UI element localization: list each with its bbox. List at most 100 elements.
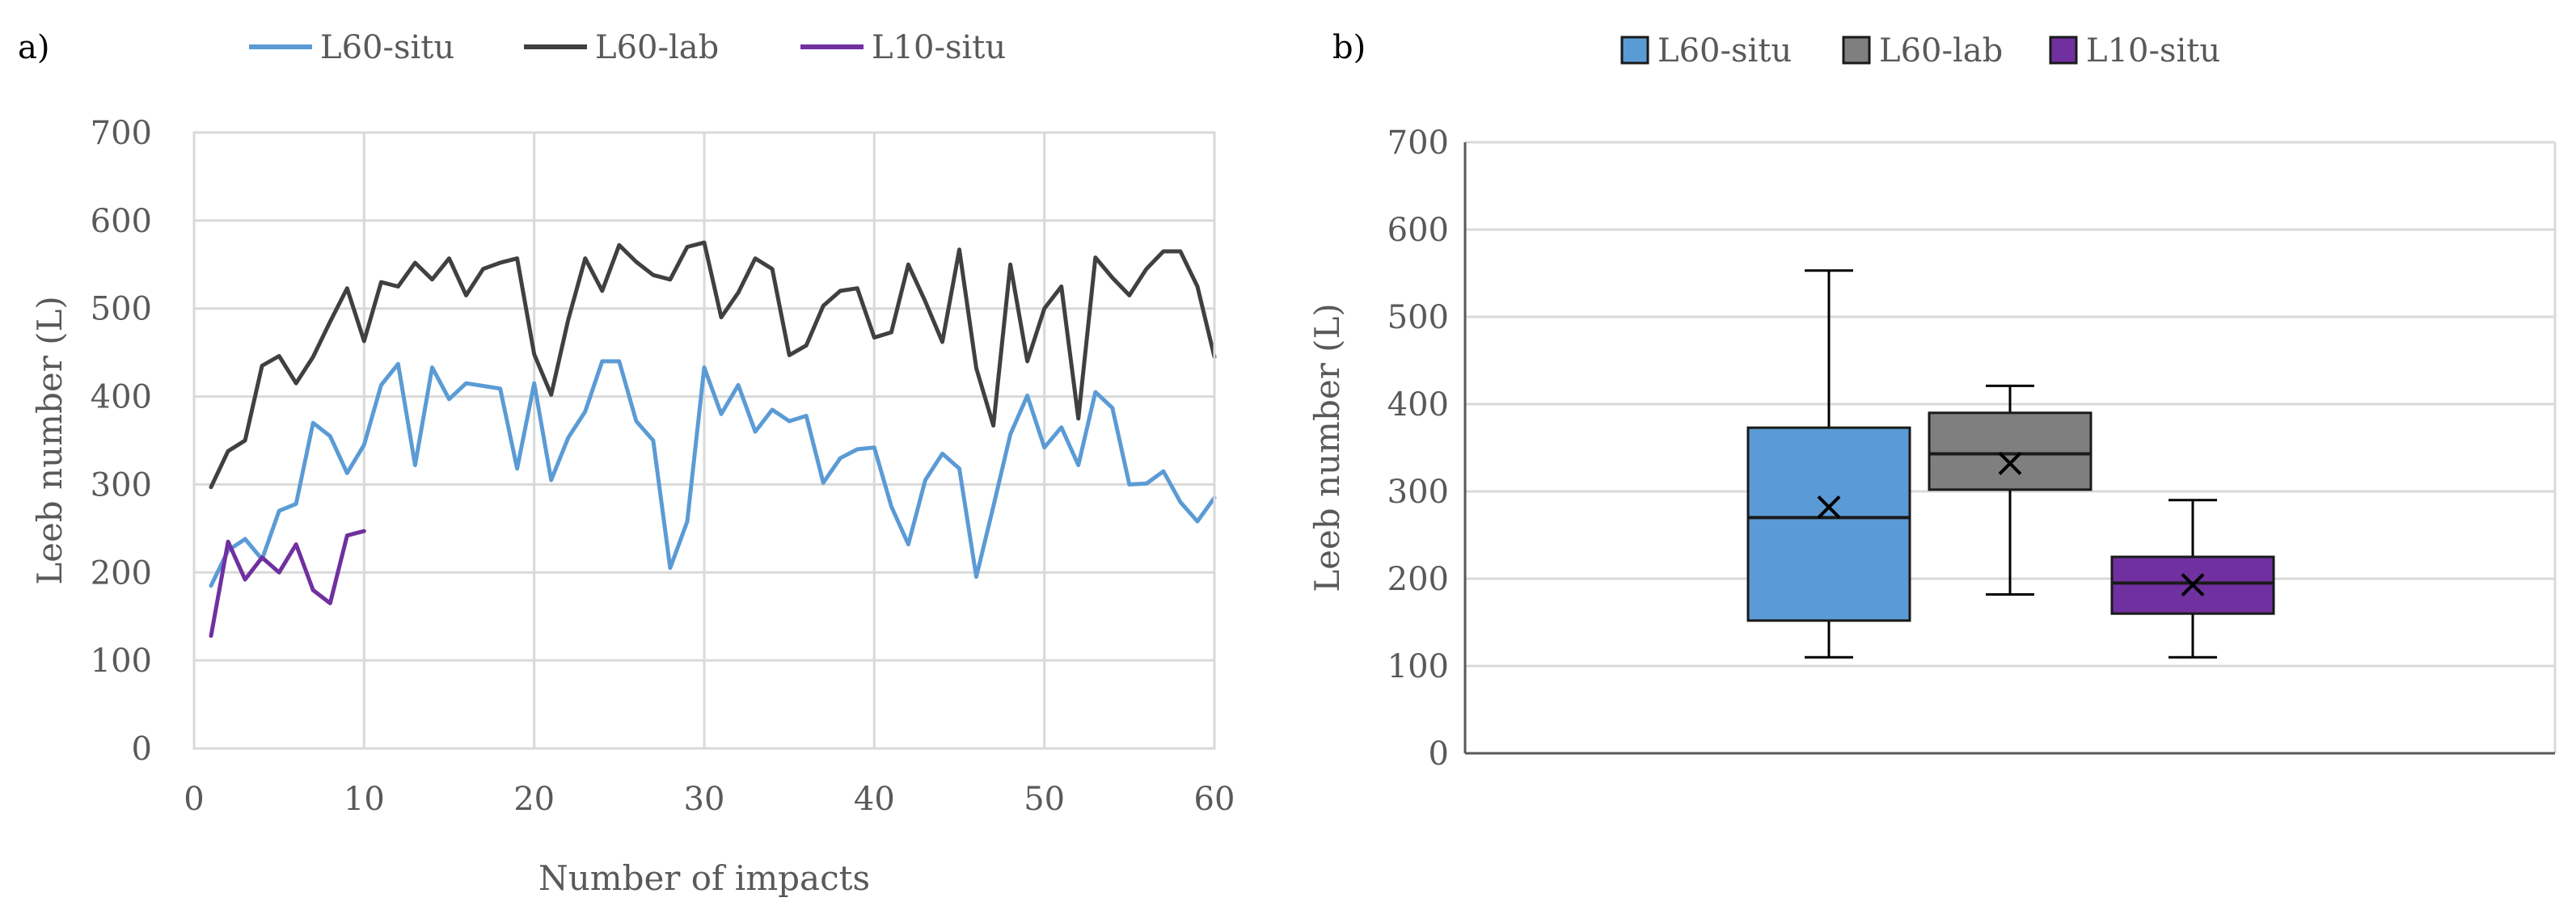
data-point-l60-lab <box>1059 284 1063 289</box>
data-point-l60-lab <box>872 335 876 339</box>
data-point-l60-situ <box>430 365 434 369</box>
box-chart-y-tick-label: 700 <box>1387 124 1449 162</box>
data-point-l60-lab <box>703 241 707 245</box>
data-point-l60-lab <box>379 280 383 284</box>
data-point-l60-lab <box>464 293 468 297</box>
box-l60-situ <box>1746 269 1911 659</box>
data-point-l60-situ <box>821 481 826 485</box>
data-point-l60-situ <box>991 504 995 508</box>
box-chart-y-axis-title: Leeb number (L) <box>1307 303 1347 592</box>
data-point-l60-situ <box>1161 470 1165 474</box>
line-chart-series <box>209 240 1217 639</box>
line-series-l10-situ <box>209 529 366 639</box>
line-chart-x-tick-label: 60 <box>1194 781 1235 818</box>
line-chart-x-tick-label: 40 <box>854 781 895 818</box>
data-point-l60-situ <box>872 445 876 449</box>
data-point-l60-lab <box>788 353 792 357</box>
line-chart-y-tick-label: 700 <box>91 115 152 152</box>
line-chart-plot-border <box>192 131 1216 750</box>
data-point-l60-lab <box>430 277 434 281</box>
data-point-l60-situ <box>1008 432 1012 436</box>
line-chart-y-axis-title: Leeb number (L) <box>30 296 70 585</box>
data-point-l60-lab <box>600 289 604 293</box>
data-point-l60-lab <box>396 284 400 289</box>
data-point-l60-situ <box>940 452 944 456</box>
box-iqr <box>2110 555 2275 615</box>
box-iqr <box>1928 411 2092 491</box>
box-chart-panel: b) L60-situ L60-lab L10-situ 0 100 200 300 400… <box>1307 29 2557 773</box>
data-point-l60-lab <box>838 289 842 293</box>
data-point-l60-lab <box>634 260 638 264</box>
data-point-l60-situ <box>294 502 298 506</box>
line-chart-x-axis-title: Number of impacts <box>538 858 870 898</box>
data-point-l60-situ <box>345 471 349 475</box>
data-point-l60-lab <box>549 393 553 397</box>
legend-item-l60-lab: L60-lab <box>524 29 719 66</box>
data-point-l60-situ <box>328 434 332 438</box>
box-chart-y-tick-label: 600 <box>1387 212 1449 249</box>
data-point-l60-situ <box>1059 425 1063 429</box>
box-l10-situ <box>2110 499 2275 659</box>
data-point-l60-situ <box>413 463 417 467</box>
line-chart-x-tick-label: 20 <box>513 781 555 818</box>
data-point-l60-lab <box>1008 263 1012 267</box>
legend-label-l60-lab: L60-lab <box>595 29 719 66</box>
box-chart-y-tick-label: 400 <box>1387 386 1449 424</box>
line-chart-x-tick-label: 10 <box>344 781 385 818</box>
data-point-l60-lab <box>940 340 944 344</box>
data-point-l60-situ <box>923 478 927 482</box>
data-point-l60-situ <box>838 456 842 460</box>
data-point-l60-situ <box>447 397 451 401</box>
panel-b-label: b) <box>1332 29 1366 66</box>
box-l60-lab <box>1928 384 2092 596</box>
line-chart-x-tick-label: 0 <box>184 781 204 818</box>
legend-label-l10-situ: L10-situ <box>872 29 1006 66</box>
data-point-l10-situ <box>345 533 349 537</box>
legend-item-l10-situ: L10-situ <box>2049 32 2220 70</box>
data-point-l60-lab <box>720 315 724 319</box>
data-point-l60-situ <box>754 430 758 434</box>
line-chart-y-tick-label: 100 <box>91 643 152 680</box>
line-chart-legend: L60-situ L60-lab L10-situ <box>249 29 1006 66</box>
data-point-l60-lab <box>311 355 315 359</box>
box-chart-legend: L60-situ L60-lab L10-situ <box>1620 32 2220 70</box>
data-point-l10-situ <box>311 588 315 592</box>
box-chart-y-tick-label: 300 <box>1387 474 1449 511</box>
data-point-l10-situ <box>328 601 332 605</box>
data-point-l60-situ <box>498 386 502 390</box>
data-point-l60-situ <box>515 466 519 470</box>
data-point-l60-situ <box>1195 520 1199 524</box>
data-point-l60-lab <box>685 245 689 249</box>
data-point-l60-lab <box>991 424 995 428</box>
legend-label-l60-situ: L60-situ <box>1658 32 1792 70</box>
data-point-l60-lab <box>481 267 485 271</box>
data-point-l60-situ <box>1144 482 1148 486</box>
data-point-l60-lab <box>1042 306 1046 310</box>
line-chart-y-tick-label: 500 <box>91 291 152 328</box>
data-point-l60-situ <box>685 520 689 524</box>
data-point-l10-situ <box>243 577 247 581</box>
data-point-l60-lab <box>566 318 570 322</box>
data-point-l60-lab <box>889 331 893 335</box>
data-point-l60-lab <box>855 286 859 290</box>
data-point-l60-situ <box>396 362 400 366</box>
data-point-l60-lab <box>1110 276 1114 280</box>
data-point-l60-lab <box>209 485 213 489</box>
box-chart-y-tick-label: 500 <box>1387 299 1449 336</box>
data-point-l60-lab <box>413 261 417 265</box>
line-chart-y-tick-label: 300 <box>91 466 152 504</box>
data-point-l60-lab <box>1144 267 1148 271</box>
line-series-l60-situ <box>209 359 1217 588</box>
data-point-l60-situ <box>634 419 638 424</box>
data-point-l60-situ <box>737 383 741 387</box>
data-point-l60-lab <box>771 267 775 271</box>
line-chart-x-ticks: 0 10 20 30 40 50 60 <box>184 781 1235 818</box>
data-point-l60-lab <box>532 352 536 356</box>
data-point-l60-situ <box>617 360 621 364</box>
data-point-l60-situ <box>549 478 553 482</box>
line-chart-gridlines <box>192 131 1216 750</box>
legend-item-l60-situ: L60-situ <box>249 29 454 66</box>
box-iqr <box>1746 426 1911 622</box>
data-point-l60-situ <box>668 566 672 570</box>
data-point-l60-lab <box>260 364 264 368</box>
